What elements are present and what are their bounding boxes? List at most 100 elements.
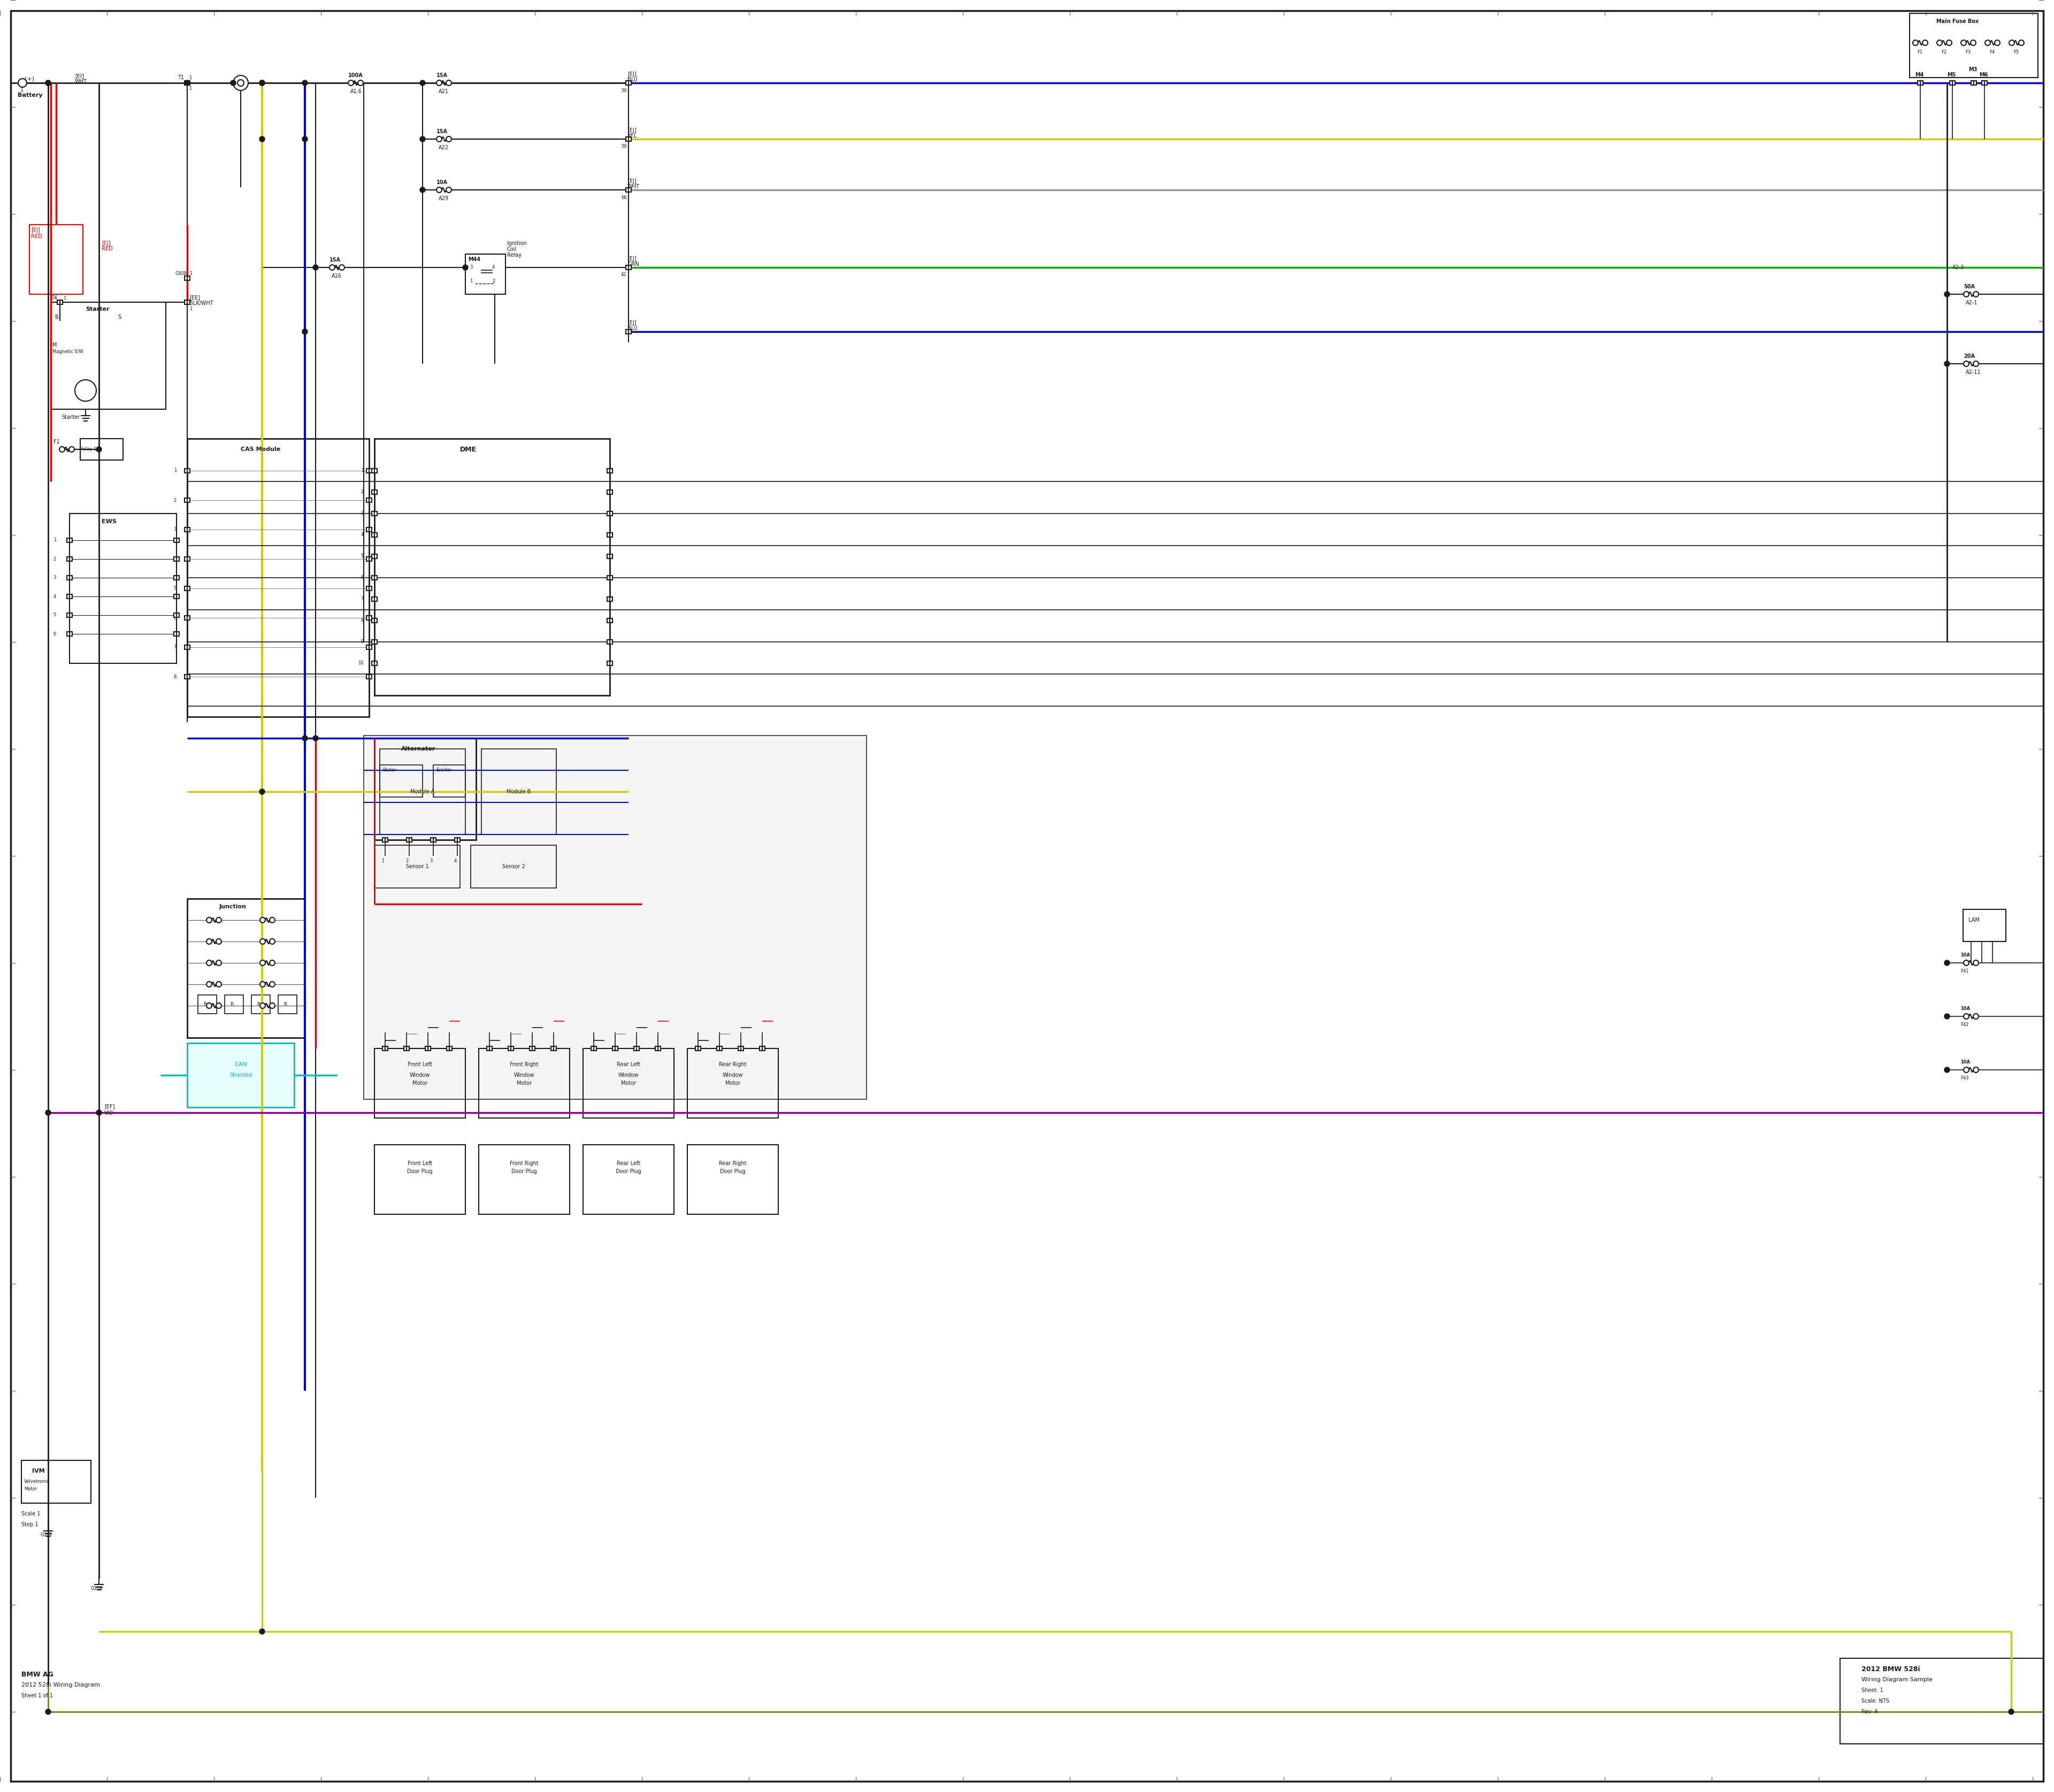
Circle shape — [1964, 360, 1970, 366]
Text: Alternator: Alternator — [401, 745, 435, 751]
Text: Door Plug: Door Plug — [616, 1168, 641, 1174]
Text: 1: 1 — [189, 75, 191, 81]
Bar — [481, 749, 557, 835]
Circle shape — [1964, 961, 1970, 966]
Text: 15A: 15A — [435, 129, 448, 134]
Text: 15A: 15A — [435, 73, 448, 79]
Bar — [372, 640, 378, 643]
Bar — [374, 846, 460, 889]
Bar — [68, 633, 72, 636]
Circle shape — [207, 939, 212, 944]
Text: Scale: NTS: Scale: NTS — [1861, 1699, 1890, 1704]
Text: Valvetronic: Valvetronic — [25, 1480, 49, 1484]
Circle shape — [419, 136, 425, 142]
Circle shape — [207, 961, 212, 966]
Text: 15A: 15A — [329, 258, 341, 263]
Text: BMW AG: BMW AG — [21, 1670, 53, 1677]
Text: 5: 5 — [175, 586, 177, 591]
Bar — [197, 995, 216, 1014]
Bar — [608, 597, 612, 602]
Bar — [372, 597, 378, 602]
Circle shape — [269, 961, 275, 966]
Bar — [479, 1145, 569, 1215]
Bar — [372, 575, 378, 581]
Circle shape — [312, 265, 318, 271]
Text: 2: 2 — [362, 489, 364, 495]
Bar — [626, 81, 631, 84]
Text: 1: 1 — [189, 306, 193, 312]
Text: Window: Window — [723, 1073, 744, 1077]
Bar — [1982, 81, 1986, 84]
Text: 2012 528i Wiring Diagram: 2012 528i Wiring Diagram — [21, 1683, 101, 1688]
Text: M: M — [53, 342, 58, 348]
Bar — [431, 837, 435, 842]
Bar — [487, 1047, 493, 1050]
Bar — [608, 511, 612, 516]
Text: A1.6: A1.6 — [351, 90, 362, 95]
Text: Module B: Module B — [507, 788, 532, 794]
Bar — [366, 645, 372, 649]
Circle shape — [1970, 39, 1976, 45]
Circle shape — [269, 1004, 275, 1009]
Circle shape — [1947, 39, 1951, 45]
Bar — [479, 1048, 569, 1118]
Bar — [366, 586, 372, 591]
Bar — [374, 1145, 466, 1215]
Text: [EJ]: [EJ] — [626, 127, 637, 133]
Bar — [635, 1047, 639, 1050]
Bar — [175, 633, 179, 636]
Text: CAS Module: CAS Module — [240, 446, 281, 452]
Text: 9: 9 — [362, 640, 364, 645]
Text: 42: 42 — [620, 272, 626, 278]
Bar — [68, 575, 72, 581]
Bar — [760, 1047, 764, 1050]
Text: [EJ]: [EJ] — [626, 179, 637, 185]
Text: 8: 8 — [362, 618, 364, 624]
Text: Main Fuse Box: Main Fuse Box — [1937, 18, 1978, 23]
Text: M6: M6 — [1980, 72, 1988, 77]
Text: M5: M5 — [1947, 72, 1955, 77]
Text: 10A: 10A — [1960, 1059, 1970, 1064]
Bar — [737, 1047, 744, 1050]
Bar — [29, 224, 82, 294]
Text: 8: 8 — [175, 674, 177, 679]
Text: 1: 1 — [175, 468, 177, 473]
Text: R: R — [230, 1002, 234, 1007]
Text: 59: 59 — [620, 88, 626, 93]
Bar — [608, 468, 612, 473]
Bar — [366, 557, 372, 561]
Circle shape — [302, 735, 308, 740]
Bar — [372, 554, 378, 559]
Text: 3: 3 — [429, 858, 433, 864]
Bar — [187, 898, 304, 1038]
Bar — [696, 1047, 700, 1050]
Circle shape — [259, 1629, 265, 1634]
Bar — [175, 595, 179, 599]
Text: 50A: 50A — [1964, 285, 1974, 289]
Text: 4: 4 — [454, 858, 456, 864]
Bar — [583, 1048, 674, 1118]
Text: WHT: WHT — [626, 185, 639, 190]
Bar — [688, 1145, 778, 1215]
Text: 2: 2 — [175, 498, 177, 502]
Text: F1: F1 — [1916, 50, 1923, 56]
Text: Sheet: 1: Sheet: 1 — [1861, 1688, 1884, 1693]
Bar — [374, 439, 610, 695]
Circle shape — [97, 446, 101, 452]
Text: Exciter: Exciter — [435, 769, 452, 772]
Circle shape — [238, 79, 244, 86]
Bar — [380, 765, 423, 797]
Text: 6: 6 — [175, 615, 177, 620]
Circle shape — [349, 81, 353, 86]
Circle shape — [329, 265, 335, 271]
Text: Rev: A: Rev: A — [1861, 1710, 1877, 1715]
Bar — [185, 527, 189, 532]
Text: Front Left: Front Left — [407, 1161, 431, 1167]
Text: 7: 7 — [175, 645, 177, 650]
Text: Battery: Battery — [18, 93, 43, 99]
Bar — [380, 749, 466, 835]
Bar — [608, 640, 612, 643]
Bar — [1910, 13, 2038, 77]
Bar — [608, 575, 612, 581]
Bar — [454, 837, 460, 842]
